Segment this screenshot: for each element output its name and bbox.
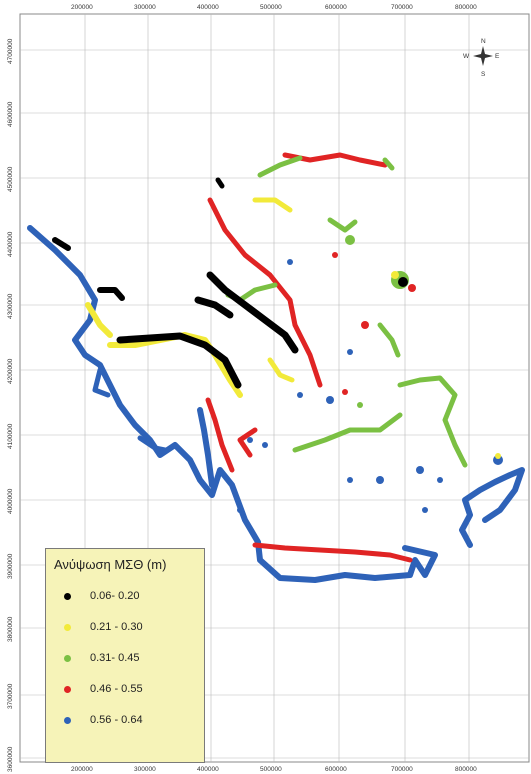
y-tick-label: 3700000 [7,683,14,709]
coast-black-3 [194,296,234,319]
legend-swatch [64,716,71,724]
coast-yellow-4 [252,197,293,213]
x-tick-label: 500000 [260,4,282,11]
coast-blue [27,225,438,583]
coast-red-2 [252,542,413,563]
x-tick-label: 800000 [455,4,477,11]
coastline-dots [27,152,525,583]
legend-swatch [64,592,71,600]
coast-yellow-2 [85,302,113,338]
x-tick-label: 400000 [197,766,219,773]
x-tick-label: 300000 [134,4,156,11]
legend-swatch [64,654,71,662]
legend-label: 0.31- 0.45 [90,652,140,664]
legend-label: 0.56 - 0.64 [90,714,143,726]
y-tick-label: 4300000 [7,293,14,319]
coast-green-4 [397,375,468,468]
coast-green [257,155,303,178]
coast-green-3 [292,412,403,453]
y-tick-label: 4200000 [7,358,14,384]
compass-n: N [481,38,486,45]
y-tick-label: 3900000 [7,553,14,579]
north-arrow-icon: N S E W [463,38,500,78]
coast-black [116,332,242,389]
legend-swatch [64,623,71,631]
x-tick-label: 600000 [325,766,347,773]
legend-item: 0.56 - 0.64 [64,711,143,729]
coast-yellow [107,332,243,398]
coast-green-5 [327,217,358,233]
x-tick-label: 200000 [71,4,93,11]
coast-red-3 [207,197,323,388]
island-dots [237,235,503,513]
coast-black-4 [97,287,125,301]
x-tick-label: 800000 [455,766,477,773]
y-tick-label: 4600000 [7,101,14,127]
x-tick-label: 700000 [391,4,413,11]
legend-item: 0.21 - 0.30 [64,618,143,636]
compass-s: S [481,71,486,78]
legend-label: 0.21 - 0.30 [90,621,143,633]
coast-yellow-3 [267,357,295,383]
y-tick-label: 4500000 [7,166,14,192]
x-tick-label: 300000 [134,766,156,773]
coast-blue-2 [197,407,215,488]
coordinate-labels: 200000 200000 300000 300000 400000 400000 5000… [7,4,477,773]
y-tick-label: 4000000 [7,488,14,514]
graticule [20,14,529,762]
y-tick-label: 4700000 [7,38,14,64]
x-tick-label: 600000 [325,4,347,11]
x-tick-label: 400000 [197,4,219,11]
coast-black-5 [52,237,71,251]
x-tick-label: 700000 [391,766,413,773]
coast-black-2 [206,271,299,354]
y-tick-label: 4400000 [7,231,14,257]
map-border [19,13,530,763]
coast-green-2 [382,157,395,171]
coast-green-6 [377,322,401,358]
coast-blue-5 [137,435,168,453]
legend-label: 0.06- 0.20 [90,590,140,602]
legend-box: Ανύψωση ΜΣΘ (m) 0.06- 0.20 0.21 - 0.30 0… [45,548,205,763]
coast-blue-3 [459,467,525,548]
coast-red-5 [237,427,258,458]
coast-black-6 [215,177,225,189]
coast-red [205,397,235,473]
compass-e: E [495,53,500,60]
legend-swatch [64,685,71,693]
coast-blue-4 [92,367,111,398]
y-tick-label: 3600000 [7,746,14,772]
legend-title: Ανύψωση ΜΣΘ (m) [54,557,167,572]
x-tick-label: 500000 [260,766,282,773]
legend-label: 0.46 - 0.55 [90,683,143,695]
y-tick-label: 4100000 [7,423,14,449]
x-tick-label: 200000 [71,766,93,773]
legend-item: 0.46 - 0.55 [64,680,143,698]
y-tick-label: 3800000 [7,616,14,642]
compass-w: W [463,53,470,60]
legend-item: 0.06- 0.20 [64,587,140,605]
legend-item: 0.31- 0.45 [64,649,140,667]
